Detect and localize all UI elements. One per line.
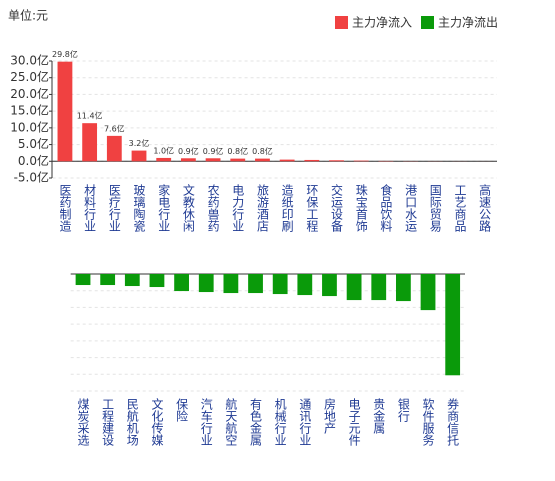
x-tick-label: 航天航空 — [224, 397, 238, 446]
x-tick-label: 材料行业 — [83, 184, 97, 232]
bar — [180, 158, 196, 162]
bar — [371, 274, 387, 301]
bar — [75, 274, 91, 286]
x-tick-label: 医疗行业 — [107, 184, 121, 232]
x-tick-label: 电力行业 — [231, 184, 245, 232]
y-tick-label: 10.0亿 — [10, 119, 49, 134]
bar — [329, 160, 344, 162]
y-tick-label: 15.0亿 — [10, 103, 49, 118]
x-tick-label: 汽车行业 — [199, 397, 213, 446]
x-tick-label: 家电行业 — [157, 183, 171, 232]
bar — [223, 274, 239, 294]
bar — [82, 123, 98, 162]
bar — [57, 61, 73, 162]
bar — [100, 274, 116, 286]
value-label: 7.6亿 — [104, 123, 125, 133]
x-tick-label: 有色金属 — [249, 398, 263, 447]
x-tick-label: 机械行业 — [273, 398, 287, 446]
legend-label: 主力净流出 — [438, 16, 498, 30]
x-tick-label: 贵金属 — [372, 398, 386, 435]
value-label: 3.2亿 — [129, 138, 150, 148]
value-label: 0.8亿 — [227, 146, 248, 156]
y-tick-label: 25.0亿 — [10, 69, 49, 84]
bar — [322, 274, 337, 297]
x-tick-label: 珠宝首饰 — [354, 184, 368, 232]
bar — [230, 158, 246, 162]
y-tick-label: -5.0亿 — [14, 170, 49, 185]
bar — [149, 274, 165, 288]
x-tick-label: 玻璃陶瓷 — [132, 184, 146, 232]
x-tick-label: 高速公路 — [478, 183, 492, 233]
bar — [124, 274, 140, 287]
bar — [205, 158, 221, 162]
bar — [279, 159, 295, 162]
x-tick-label: 医药制造 — [58, 184, 72, 232]
bar — [198, 274, 214, 293]
x-tick-label: 煤炭采选 — [76, 398, 90, 447]
bar — [346, 274, 362, 301]
x-tick-label: 工艺商品 — [453, 184, 467, 232]
bar — [156, 157, 172, 162]
bar — [445, 274, 461, 376]
legend-swatch — [335, 16, 348, 29]
y-tick-label: 20.0亿 — [10, 86, 49, 101]
value-label: 0.8亿 — [252, 146, 273, 156]
bar — [106, 135, 122, 162]
x-tick-label: 电子元件 — [347, 398, 361, 446]
x-tick-label: 环保工程 — [305, 184, 319, 233]
unit-label: 单位:元 — [8, 8, 48, 23]
bar — [304, 159, 320, 162]
x-tick-label: 造纸印刷 — [280, 184, 294, 232]
x-tick-label: 银行 — [396, 398, 410, 422]
x-tick-label: 文教休闲 — [181, 183, 195, 232]
value-label: 0.9亿 — [178, 146, 199, 156]
x-tick-label: 农药兽药 — [206, 184, 220, 232]
x-tick-label: 工程建设 — [101, 398, 115, 447]
x-tick-label: 通讯行业 — [298, 398, 312, 446]
x-tick-label: 港口水运 — [404, 184, 418, 233]
value-label: 0.9亿 — [203, 146, 224, 156]
x-tick-label: 旅游酒店 — [255, 184, 269, 232]
x-tick-label: 券商信托 — [446, 397, 460, 446]
bar — [297, 274, 313, 296]
x-tick-label: 软件服务 — [421, 398, 435, 446]
x-tick-label: 保险 — [175, 398, 189, 422]
legend-label: 主力净流入 — [352, 16, 412, 30]
bar — [395, 274, 411, 302]
x-tick-label: 文化传媒 — [150, 397, 164, 446]
bar — [248, 274, 263, 294]
x-tick-label: 国际贸易 — [428, 184, 442, 233]
y-tick-label: 5.0亿 — [18, 136, 49, 151]
value-label: 29.8亿 — [52, 49, 78, 59]
x-tick-label: 交运设备 — [330, 183, 344, 233]
value-label: 1.0亿 — [153, 145, 174, 155]
bar — [353, 160, 369, 162]
y-tick-label: 0.0亿 — [18, 153, 49, 168]
legend-swatch — [421, 16, 434, 29]
bar — [255, 158, 270, 162]
bar — [131, 150, 147, 162]
bar — [420, 274, 436, 311]
x-tick-label: 民航机场 — [125, 398, 139, 446]
bar — [174, 274, 189, 292]
x-tick-label: 房地产 — [322, 397, 336, 435]
value-label: 11.4亿 — [77, 111, 103, 121]
x-tick-label: 食品饮料 — [379, 183, 393, 232]
y-tick-label: 30.0亿 — [10, 53, 49, 68]
bar — [272, 274, 288, 295]
